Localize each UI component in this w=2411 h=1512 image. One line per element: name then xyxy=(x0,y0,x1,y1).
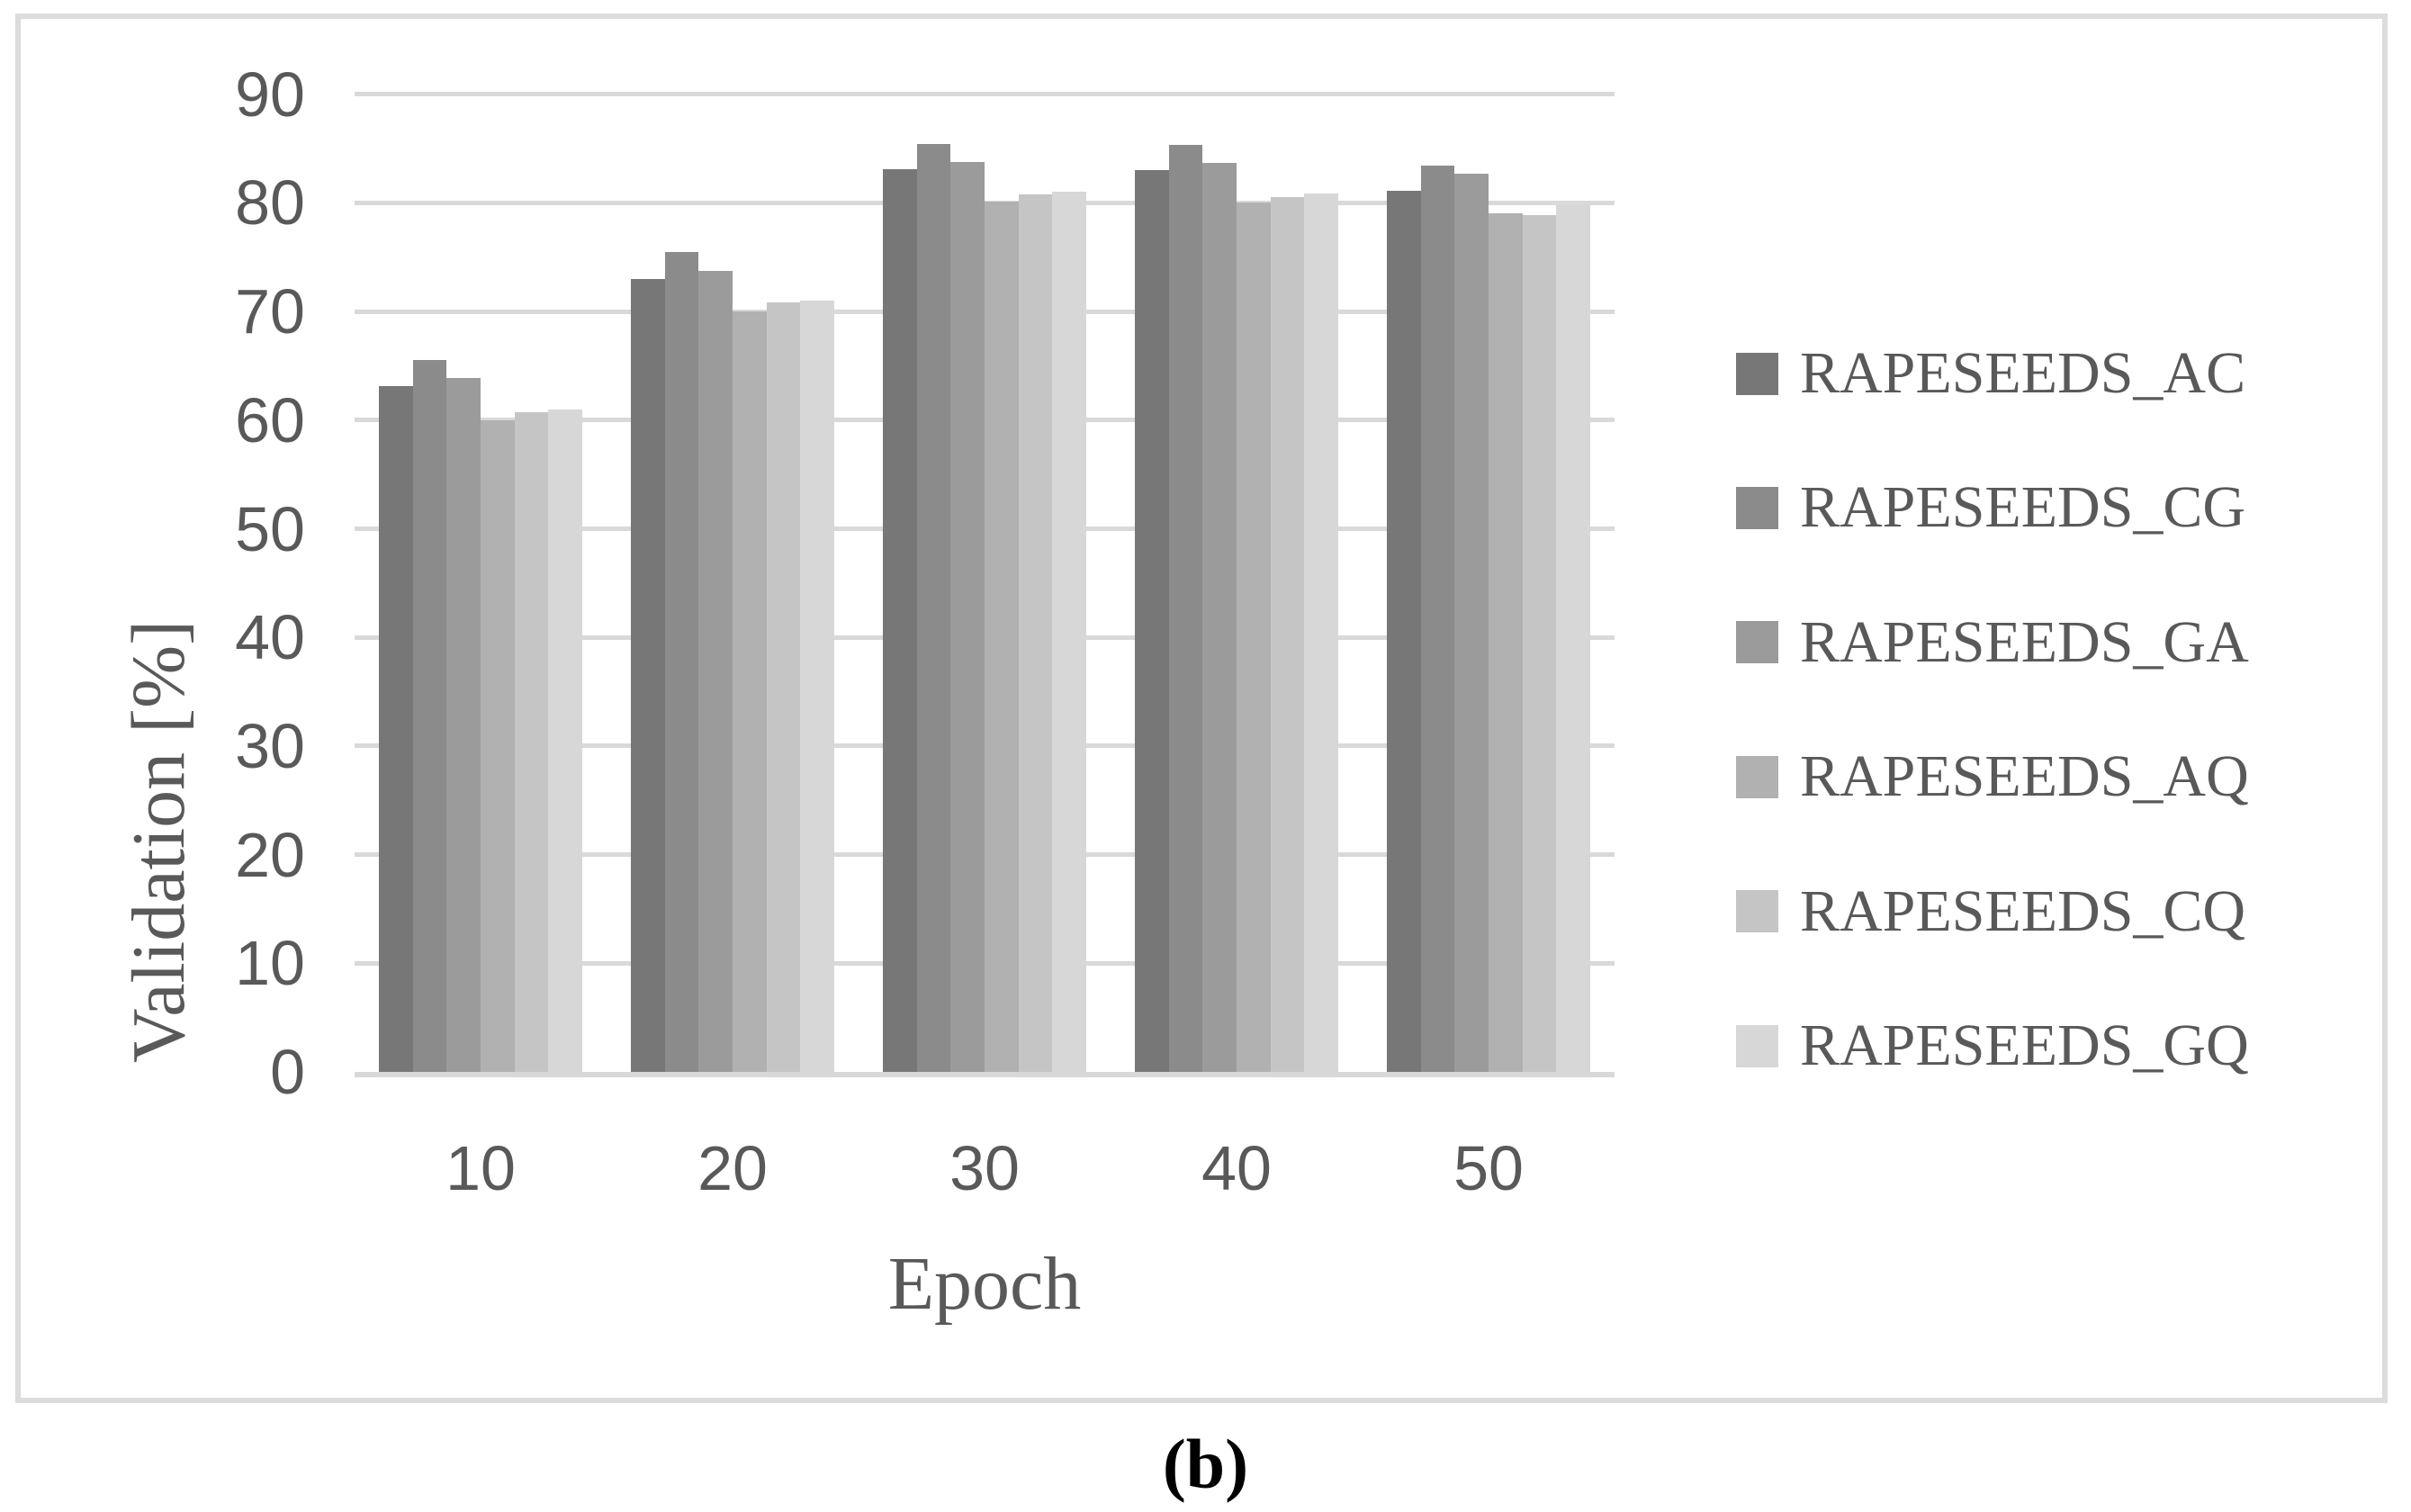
legend-item-RAPESEEDS_GQ: RAPESEEDS_GQ xyxy=(1736,1016,2249,1076)
chart-frame: 0 10 20 30 40 50 60 70 80 90 10 20 30 40 50 Validatio… xyxy=(15,14,2388,1403)
x-axis-line xyxy=(355,1072,1615,1077)
bar-RAPESEEDS_GA-epoch-10 xyxy=(446,377,481,1072)
y-tick-label-40: 40 xyxy=(235,602,305,673)
bar-RAPESEEDS_AC-epoch-20 xyxy=(631,278,665,1072)
x-tick-label-40: 40 xyxy=(1201,1133,1272,1203)
bar-RAPESEEDS_GA-epoch-20 xyxy=(698,271,733,1072)
legend-swatch-icon xyxy=(1736,352,1778,395)
x-tick-label-20: 20 xyxy=(697,1133,768,1203)
bar-RAPESEEDS_AQ-epoch-30 xyxy=(985,202,1019,1072)
bar-RAPESEEDS_GA-epoch-50 xyxy=(1454,173,1489,1072)
legend-swatch-icon xyxy=(1736,890,1778,933)
bar-RAPESEEDS_GQ-epoch-10 xyxy=(548,409,582,1072)
bar-RAPESEEDS_CG-epoch-20 xyxy=(664,251,699,1072)
bar-RAPESEEDS_CG-epoch-50 xyxy=(1420,166,1455,1072)
bar-RAPESEEDS_AC-epoch-30 xyxy=(883,168,917,1072)
bar-RAPESEEDS_AQ-epoch-20 xyxy=(733,311,767,1072)
bar-RAPESEEDS_CG-epoch-30 xyxy=(916,144,951,1072)
legend-item-RAPESEEDS_GA: RAPESEEDS_GA xyxy=(1736,612,2249,671)
bar-RAPESEEDS_GA-epoch-30 xyxy=(950,161,985,1072)
bar-RAPESEEDS_AQ-epoch-40 xyxy=(1237,202,1271,1072)
legend-item-RAPESEEDS_AC: RAPESEEDS_AC xyxy=(1736,344,2245,403)
legend-item-RAPESEEDS_CQ: RAPESEEDS_CQ xyxy=(1736,881,2245,940)
y-tick-label-0: 0 xyxy=(270,1037,305,1107)
y-tick-label-80: 80 xyxy=(235,167,305,238)
bar-RAPESEEDS_CG-epoch-10 xyxy=(412,360,447,1072)
bar-RAPESEEDS_AC-epoch-50 xyxy=(1387,191,1421,1072)
y-tick-label-70: 70 xyxy=(235,276,305,347)
y-tick-label-10: 10 xyxy=(235,928,305,999)
y-tick-label-30: 30 xyxy=(235,710,305,781)
legend-swatch-icon xyxy=(1736,755,1778,798)
y-axis-title: Validation [%] xyxy=(117,619,201,1064)
bar-RAPESEEDS_GA-epoch-40 xyxy=(1202,162,1237,1072)
legend-item-RAPESEEDS_CG: RAPESEEDS_CG xyxy=(1736,478,2245,537)
bar-RAPESEEDS_CG-epoch-40 xyxy=(1168,145,1203,1072)
bar-RAPESEEDS_CQ-epoch-30 xyxy=(1018,194,1053,1072)
bar-RAPESEEDS_CQ-epoch-50 xyxy=(1522,214,1557,1072)
bar-RAPESEEDS_AC-epoch-40 xyxy=(1135,170,1169,1072)
bar-RAPESEEDS_GQ-epoch-30 xyxy=(1052,192,1086,1072)
bar-RAPESEEDS_GQ-epoch-40 xyxy=(1304,193,1338,1072)
bar-RAPESEEDS_CQ-epoch-40 xyxy=(1270,197,1305,1072)
bar-RAPESEEDS_GQ-epoch-50 xyxy=(1556,204,1590,1072)
legend-label: RAPESEEDS_AC xyxy=(1800,340,2246,406)
x-axis-title: Epoch xyxy=(887,1242,1082,1326)
legend-label: RAPESEEDS_GA xyxy=(1800,608,2249,675)
x-tick-label-50: 50 xyxy=(1453,1133,1524,1203)
bar-RAPESEEDS_AC-epoch-10 xyxy=(379,386,413,1072)
bar-RAPESEEDS_AQ-epoch-50 xyxy=(1489,213,1523,1072)
legend-label: RAPESEEDS_AQ xyxy=(1800,743,2249,810)
y-tick-label-20: 20 xyxy=(235,819,305,890)
y-tick-label-60: 60 xyxy=(235,384,305,455)
legend-label: RAPESEEDS_CQ xyxy=(1800,878,2246,944)
figure-caption: (b) xyxy=(1162,1425,1249,1503)
legend-swatch-icon xyxy=(1736,1024,1778,1067)
x-tick-label-10: 10 xyxy=(445,1133,516,1203)
y-tick-label-50: 50 xyxy=(235,493,305,564)
bar-RAPESEEDS_CQ-epoch-20 xyxy=(766,302,801,1072)
bar-RAPESEEDS_CQ-epoch-10 xyxy=(514,412,549,1072)
legend-label: RAPESEEDS_GQ xyxy=(1800,1012,2249,1078)
legend-swatch-icon xyxy=(1736,486,1778,529)
x-tick-label-30: 30 xyxy=(949,1133,1020,1203)
legend-item-RAPESEEDS_AQ: RAPESEEDS_AQ xyxy=(1736,747,2249,806)
y-tick-label-90: 90 xyxy=(235,58,305,130)
legend-label: RAPESEEDS_CG xyxy=(1800,474,2246,541)
bar-RAPESEEDS_GQ-epoch-20 xyxy=(800,301,834,1072)
bar-RAPESEEDS_AQ-epoch-10 xyxy=(481,419,515,1072)
legend-swatch-icon xyxy=(1736,621,1778,664)
gridline-90 xyxy=(355,92,1615,97)
